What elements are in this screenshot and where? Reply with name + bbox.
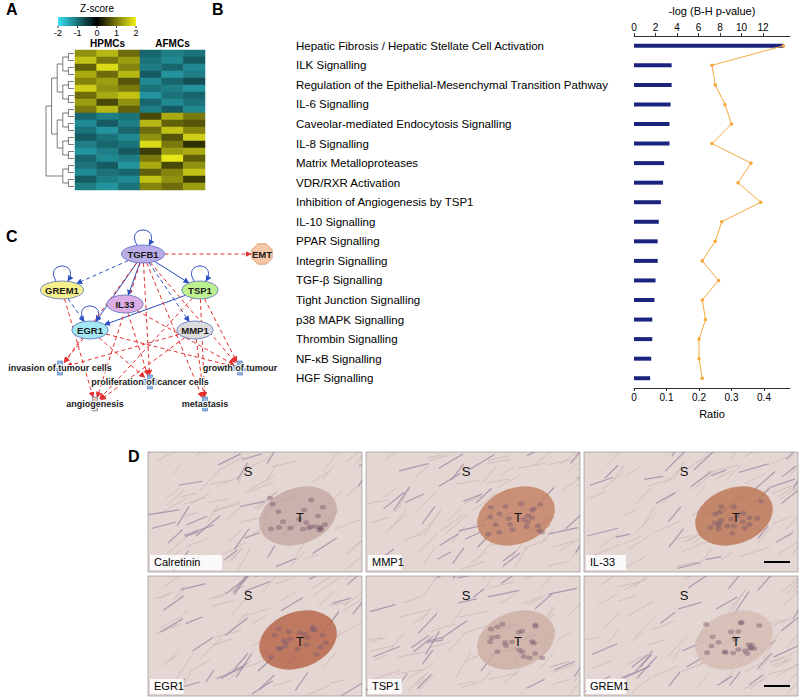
svg-text:8: 8 [717,22,723,33]
svg-text:T: T [514,510,522,525]
svg-text:S: S [244,464,253,479]
svg-text:T: T [732,634,740,649]
svg-text:T: T [514,634,522,649]
svg-text:MMP1: MMP1 [372,556,404,568]
svg-text:1: 1 [114,28,119,38]
svg-text:IL33: IL33 [115,299,134,310]
svg-text:S: S [680,464,689,479]
svg-text:ILK Signalling: ILK Signalling [296,59,366,71]
svg-text:T: T [732,510,740,525]
svg-text:0: 0 [631,392,637,403]
svg-text:EGR1: EGR1 [154,680,184,692]
svg-text:Ratio: Ratio [699,408,725,420]
svg-text:growth of tumour: growth of tumour [203,363,278,373]
svg-text:6: 6 [696,22,702,33]
svg-text:EMT: EMT [252,249,272,260]
svg-text:MMP1: MMP1 [181,325,209,336]
svg-text:S: S [244,588,253,603]
svg-text:metastasis: metastasis [182,399,229,409]
svg-text:PPAR Signalling: PPAR Signalling [296,235,380,247]
svg-text:VDR/RXR Activation: VDR/RXR Activation [296,177,400,189]
svg-text:TGF-β Signalling: TGF-β Signalling [296,274,383,286]
svg-text:2: 2 [133,28,138,38]
svg-text:GREM1: GREM1 [590,680,629,692]
svg-text:-2: -2 [54,28,62,38]
svg-text:4: 4 [674,22,680,33]
svg-text:T: T [296,510,304,525]
svg-text:Integrin Signalling: Integrin Signalling [296,255,387,267]
svg-text:2: 2 [653,22,659,33]
svg-text:AFMCs: AFMCs [155,38,190,49]
svg-text:C: C [6,228,18,245]
svg-text:IL-10 Signalling: IL-10 Signalling [296,216,375,228]
svg-text:HPMCs: HPMCs [90,38,125,49]
svg-text:0: 0 [94,28,99,38]
svg-text:10: 10 [736,22,748,33]
svg-text:-log (B-H p-value): -log (B-H p-value) [669,5,756,17]
svg-text:Z-score: Z-score [80,3,114,14]
svg-text:S: S [680,588,689,603]
svg-text:Calretinin: Calretinin [154,556,200,568]
svg-text:Tight Junction Signalling: Tight Junction Signalling [296,294,420,306]
svg-text:-1: -1 [73,28,81,38]
svg-text:12: 12 [758,22,770,33]
svg-text:HGF Signalling: HGF Signalling [296,372,373,384]
svg-text:angiogenesis: angiogenesis [66,399,124,409]
svg-text:Caveolar-mediated Endocytosis: Caveolar-mediated Endocytosis Signalling [296,118,511,130]
svg-text:NF-κB Signalling: NF-κB Signalling [296,353,382,365]
svg-text:0.1: 0.1 [660,392,674,403]
svg-text:proliferation of cancer cells: proliferation of cancer cells [91,377,209,387]
svg-text:0.4: 0.4 [757,392,771,403]
svg-text:TSP1: TSP1 [372,680,400,692]
svg-text:Hepatic Fibrosis / Hepatic Ste: Hepatic Fibrosis / Hepatic Stellate Cell… [296,40,544,52]
svg-text:Regulation of the Epithelial-M: Regulation of the Epithelial-Mesenchymal… [296,79,608,91]
svg-text:Thrombin Signalling: Thrombin Signalling [296,333,398,345]
svg-text:Inhibition of Angiogenesis by: Inhibition of Angiogenesis by TSP1 [296,196,474,208]
svg-text:IL-33: IL-33 [590,556,615,568]
svg-text:0.2: 0.2 [692,392,706,403]
svg-text:0.3: 0.3 [725,392,739,403]
svg-text:TSP1: TSP1 [188,285,212,296]
svg-text:invasion of tumour cells: invasion of tumour cells [8,363,112,373]
svg-text:S: S [462,588,471,603]
svg-text:B: B [212,1,224,18]
svg-text:T: T [296,634,304,649]
svg-text:p38 MAPK Signalling: p38 MAPK Signalling [296,314,404,326]
svg-text:TGFB1: TGFB1 [127,249,159,260]
svg-text:IL-8 Signalling: IL-8 Signalling [296,138,369,150]
svg-text:EGR1: EGR1 [77,325,104,336]
svg-text:Matrix Metalloproteases: Matrix Metalloproteases [296,157,418,169]
svg-text:0: 0 [631,22,637,33]
svg-text:D: D [128,448,140,465]
svg-text:IL-6 Signalling: IL-6 Signalling [296,98,369,110]
svg-text:S: S [462,464,471,479]
svg-text:GREM1: GREM1 [45,285,80,296]
svg-text:A: A [6,1,18,18]
